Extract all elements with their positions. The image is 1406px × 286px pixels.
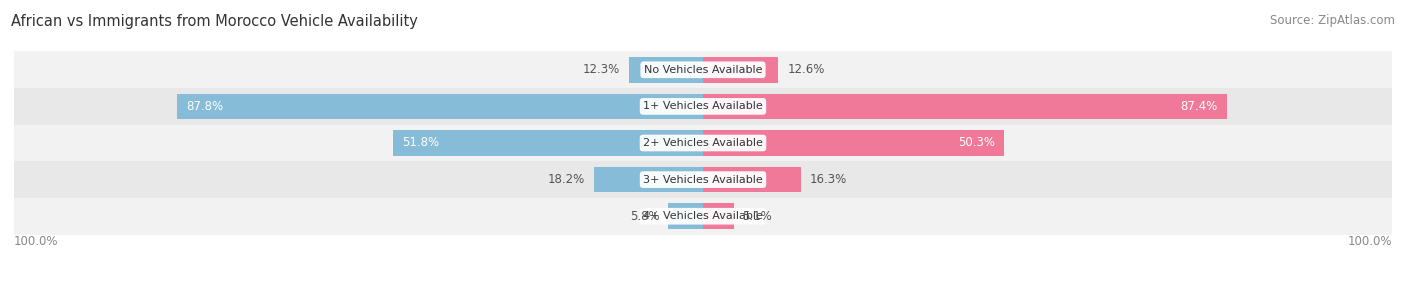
Text: 87.8%: 87.8%	[186, 100, 224, 113]
Text: 1+ Vehicles Available: 1+ Vehicles Available	[643, 102, 763, 111]
Text: 100.0%: 100.0%	[1347, 235, 1392, 247]
Bar	[630, 57, 703, 83]
Bar	[703, 167, 800, 192]
Text: 16.3%: 16.3%	[810, 173, 846, 186]
Bar	[14, 125, 1392, 161]
Text: 3+ Vehicles Available: 3+ Vehicles Available	[643, 175, 763, 184]
Text: 4+ Vehicles Available: 4+ Vehicles Available	[643, 211, 763, 221]
Text: 5.1%: 5.1%	[742, 210, 772, 223]
Text: Source: ZipAtlas.com: Source: ZipAtlas.com	[1270, 14, 1395, 27]
Text: 51.8%: 51.8%	[402, 136, 439, 150]
Text: No Vehicles Available: No Vehicles Available	[644, 65, 762, 75]
Text: 50.3%: 50.3%	[959, 136, 995, 150]
Bar	[392, 130, 703, 156]
Bar	[14, 88, 1392, 125]
Bar	[177, 94, 703, 119]
Text: 5.8%: 5.8%	[630, 210, 659, 223]
Text: 100.0%: 100.0%	[14, 235, 59, 247]
Bar	[703, 57, 779, 83]
Bar	[593, 167, 703, 192]
Bar	[14, 161, 1392, 198]
Bar	[14, 198, 1392, 235]
Bar	[668, 203, 703, 229]
Bar	[14, 51, 1392, 88]
Text: 12.6%: 12.6%	[787, 63, 825, 76]
Text: 87.4%: 87.4%	[1181, 100, 1218, 113]
Text: 18.2%: 18.2%	[548, 173, 585, 186]
Text: African vs Immigrants from Morocco Vehicle Availability: African vs Immigrants from Morocco Vehic…	[11, 14, 418, 29]
Text: 2+ Vehicles Available: 2+ Vehicles Available	[643, 138, 763, 148]
Bar	[703, 130, 1004, 156]
Bar	[703, 203, 734, 229]
Text: 12.3%: 12.3%	[583, 63, 620, 76]
Bar	[703, 94, 1226, 119]
